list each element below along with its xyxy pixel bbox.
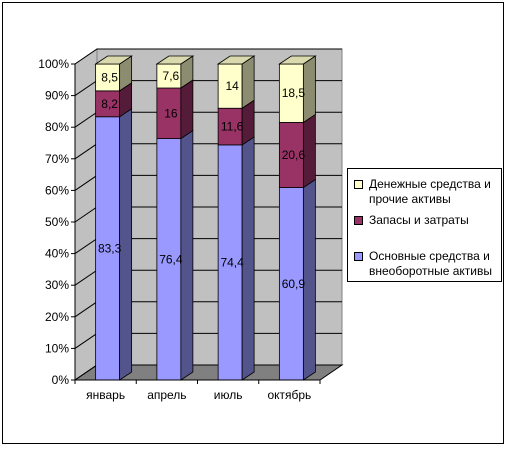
y-tick-label: 10%	[45, 341, 69, 355]
data-label: 16	[164, 106, 178, 120]
data-label: 11,6	[221, 120, 244, 134]
bar-segment	[95, 116, 121, 381]
x-tick-label: октябрь	[267, 388, 311, 402]
legend-swatch-fixed-assets	[354, 252, 363, 261]
bar-segment	[95, 90, 121, 118]
y-tick-label: 20%	[45, 310, 69, 324]
legend-swatch-cash	[354, 180, 363, 189]
chart-frame: 0% 10% 20% 30% 40% 50% 60% 70% 80% 90% 100% 83,3 8,2…	[2, 2, 504, 444]
x-tick-label: апрель	[147, 388, 186, 402]
y-tick-label: 30%	[45, 278, 69, 292]
y-tick-label: 70%	[45, 152, 69, 166]
bar-side	[302, 113, 316, 189]
bar-segment	[217, 144, 243, 381]
legend-swatch-inventory	[354, 216, 363, 225]
bar-top	[216, 55, 256, 65]
bar-segment	[217, 63, 243, 109]
data-label: 83,3	[98, 241, 122, 255]
x-tick-label: июль	[214, 388, 243, 402]
data-label: 76,4	[159, 252, 183, 266]
x-tick-label: январь	[86, 388, 125, 402]
bar-side	[241, 136, 255, 381]
data-label: 14	[225, 79, 239, 93]
data-label: 74,4	[220, 255, 244, 269]
bar-side	[180, 129, 194, 381]
legend-item-fixed-assets: Основные средства и внеоборотные активы	[354, 249, 505, 279]
y-tick-label: 40%	[45, 247, 69, 261]
data-label: 20,6	[282, 148, 306, 162]
data-label: 7,6	[163, 69, 180, 83]
legend-item-inventory: Запасы и затраты	[354, 213, 505, 228]
bar-side	[302, 178, 316, 381]
y-tick-label: 0%	[52, 373, 70, 387]
bar-side	[180, 79, 194, 140]
legend-item-cash: Денежные средства и прочие активы	[354, 177, 505, 207]
chart-plot: 0% 10% 20% 30% 40% 50% 60% 70% 80% 90% 100% 83,3 8,2…	[38, 48, 344, 402]
bar-top	[278, 55, 317, 65]
data-label: 8,5	[101, 70, 118, 84]
legend-label-cash: Денежные средства и прочие активы	[369, 177, 491, 206]
y-tick-label: 90%	[45, 89, 69, 103]
y-tick-label: 50%	[45, 215, 69, 229]
bar-side	[302, 55, 316, 124]
legend-label-inventory: Запасы и затраты	[369, 213, 469, 227]
legend-label-fixed-assets: Основные средства и внеоборотные активы	[369, 249, 492, 278]
bar-segment	[156, 87, 182, 139]
y-tick-label: 80%	[45, 120, 69, 134]
bar-segment	[278, 122, 304, 188]
bar-side	[241, 55, 255, 109]
bar-top	[155, 55, 195, 65]
gridline	[74, 48, 342, 65]
data-label: 18,5	[282, 86, 306, 100]
data-label: 8,2	[101, 97, 118, 111]
bar-side	[119, 108, 133, 381]
legend: Денежные средства и прочие активы Запасы…	[347, 168, 502, 282]
bar-segment	[156, 63, 182, 89]
data-label: 60,9	[282, 277, 306, 291]
y-tick-label: 60%	[45, 183, 69, 197]
bar-top	[94, 55, 133, 65]
y-tick-label: 100%	[38, 57, 69, 71]
bar-segment	[217, 107, 243, 146]
